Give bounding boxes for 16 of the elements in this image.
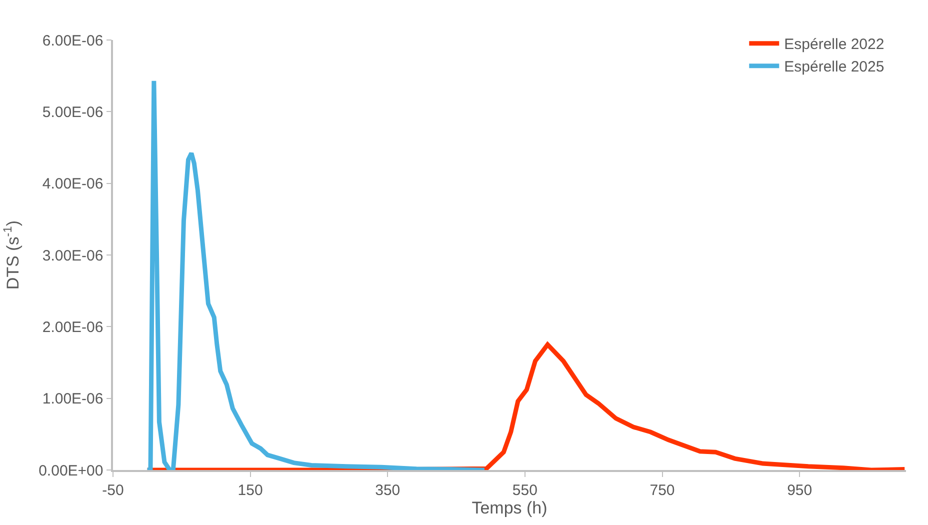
y-tick-label: 5.00E-06 (42, 104, 104, 121)
y-tick-label: 1.00E-06 (42, 390, 104, 408)
x-tick-label: 750 (650, 482, 675, 499)
y-tick-label: 3.00E-06 (42, 247, 104, 264)
x-tick-label: -50 (102, 482, 124, 499)
x-tick-label: 950 (787, 482, 812, 499)
x-tick-label: 550 (512, 482, 538, 499)
y-tick-label: 6.00E-06 (42, 32, 104, 50)
legend-label: Espérelle 2025 (784, 58, 884, 76)
y-tick-label: 0.00E+00 (38, 462, 104, 480)
y-tick-label: 4.00E-06 (42, 176, 104, 193)
x-axis-title: Temps (h) (472, 498, 548, 518)
x-tick-label: 350 (375, 482, 400, 499)
x-tick-label: 150 (238, 482, 263, 499)
legend-label: Espérelle 2022 (784, 36, 884, 54)
y-tick-label: 2.00E-06 (42, 318, 104, 336)
